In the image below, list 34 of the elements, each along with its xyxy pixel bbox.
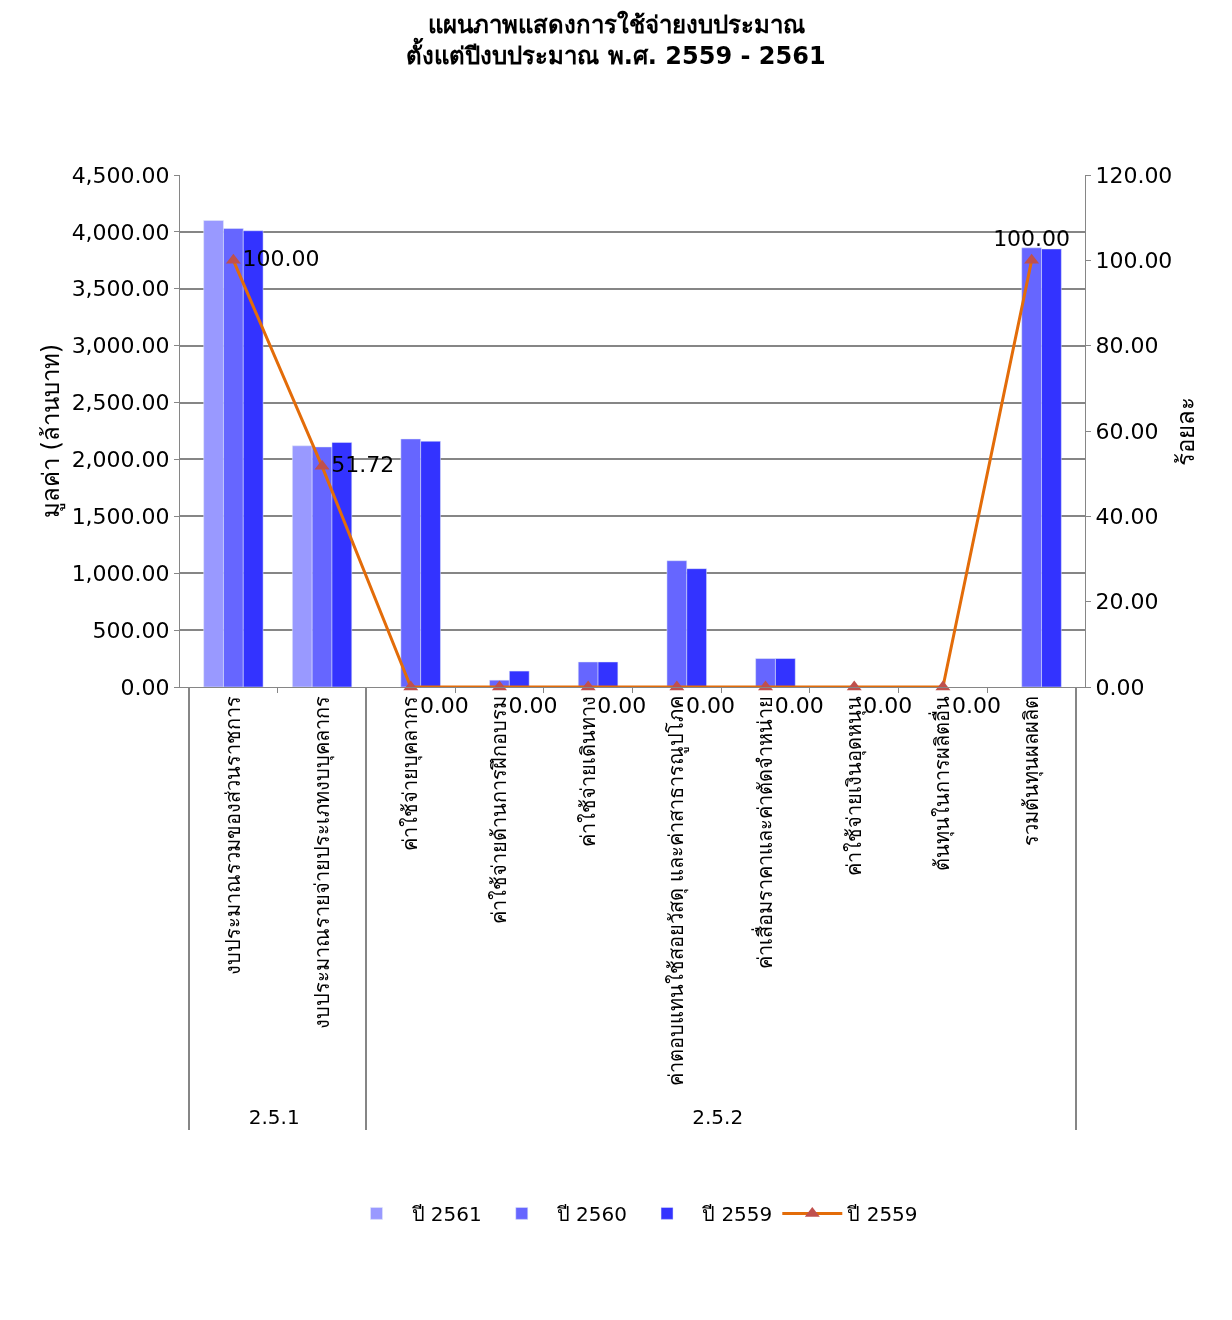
data-label: 0.00 — [597, 692, 647, 718]
y-tick-label: 4,000.00 — [71, 219, 170, 245]
y2-tick-label: 0.00 — [1095, 674, 1145, 700]
legend-label: ปี 2560 — [556, 1202, 628, 1227]
x-tick-label: งบประมาณรายจ่ายประเภทงบบุคลากร — [309, 696, 335, 1029]
y-tick-label: 1,000.00 — [71, 560, 170, 586]
y-axis-title: มูลค่า (ล้านบาท) — [36, 343, 66, 519]
x-tick-label: รวมต้นทุนผลผลิต — [1019, 696, 1045, 846]
y2-tick-label: 120.00 — [1095, 162, 1173, 188]
data-label: 0.00 — [774, 692, 824, 718]
y2-tick-label: 80.00 — [1095, 333, 1159, 359]
y2-tick-label: 40.00 — [1095, 504, 1159, 530]
y-tick-label: 2,000.00 — [71, 447, 170, 473]
x-tick-label: ค่าใช้จ่ายด้านการฝึกอบรม — [486, 696, 511, 924]
y-tick-label: 0.00 — [120, 674, 170, 700]
x-tick-label: งบประมาณรวมของส่วนราชการ — [220, 696, 245, 975]
y-tick-label: 1,500.00 — [71, 504, 170, 530]
legend-label: ปี 2559 — [847, 1202, 918, 1227]
y-tick-label: 500.00 — [92, 617, 170, 643]
y-tick-label: 3,000.00 — [71, 333, 170, 359]
y-tick-label: 3,500.00 — [71, 276, 170, 302]
text: 2.5.2 — [692, 1105, 744, 1130]
legend-label: ปี 2559 — [702, 1202, 773, 1227]
y2-tick-label: 60.00 — [1095, 418, 1159, 444]
y2-tick-label: 100.00 — [1095, 248, 1173, 274]
y2-axis-title: ร้อยละ — [1171, 396, 1200, 466]
y-tick-label: 2,500.00 — [71, 390, 170, 416]
data-label: 100.00 — [993, 225, 1071, 251]
chart-title: แผนภาพแสดงการใช้จ่ายงบประมาณ ตั้งแต่ปีงบประมาณ พ.ศ. 2559 - 2561 — [406, 10, 826, 71]
legend-label: ปี 2561 — [411, 1202, 482, 1227]
y2-tick-label: 20.00 — [1095, 589, 1159, 615]
data-label: 0.00 — [508, 692, 558, 718]
y-tick-label: 4,500.00 — [71, 162, 170, 188]
text: 2.5.1 — [248, 1105, 300, 1130]
